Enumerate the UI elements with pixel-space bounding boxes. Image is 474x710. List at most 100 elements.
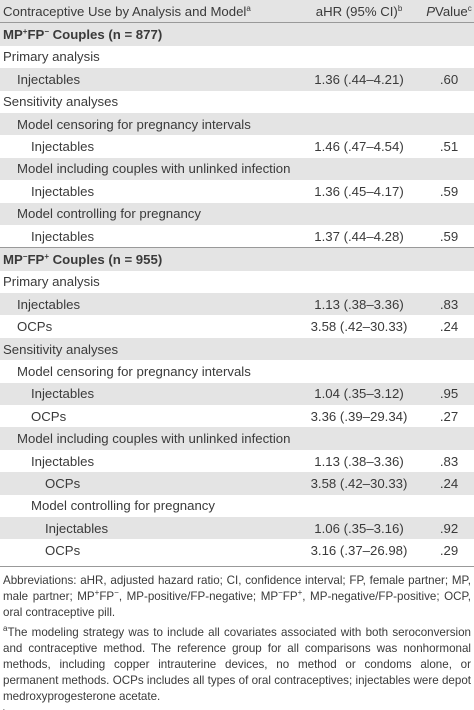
text: FP <box>282 589 298 603</box>
ahr-cell: 1.06 (.35–3.16) <box>294 516 424 540</box>
row-label: Primary analysis <box>0 46 294 68</box>
ahr-cell <box>294 337 424 361</box>
text: .60 <box>439 71 459 87</box>
row-label: Injectables <box>0 135 294 157</box>
ahr-cell <box>294 91 424 113</box>
row: Primary analysis <box>0 46 474 68</box>
ahr-cell <box>294 495 424 517</box>
text: Model controlling for pregnancy <box>17 206 201 222</box>
superscript: − <box>114 587 119 597</box>
text: 1.36 (.45–4.17) <box>314 183 404 199</box>
row: Model censoring for pregnancy intervals <box>0 360 474 382</box>
superscript: − <box>278 587 283 597</box>
text: Injectables <box>31 228 95 244</box>
text: Injectables <box>17 71 81 87</box>
row: OCPs 3.58 (.42–30.33) .24 <box>0 315 474 337</box>
p-value-cell: .95 <box>424 382 474 406</box>
ahr-cell: 3.16 (.37–26.98) <box>294 539 424 561</box>
text: Couples (n = 955) <box>48 251 163 267</box>
row-label: Injectables <box>0 68 294 91</box>
text: Injectables <box>45 520 109 536</box>
row-label: Injectables <box>0 450 294 472</box>
row: Model including couples with unlinked in… <box>0 427 474 450</box>
text: .59 <box>439 183 459 199</box>
p-value-cell: .83 <box>424 293 474 316</box>
text: 1.37 (.44–4.28) <box>314 228 404 244</box>
header-cell: Contraceptive Use by Analysis and Modela <box>0 0 294 24</box>
p-value-cell <box>424 157 474 181</box>
text: 1.36 (.44–4.21) <box>314 71 404 87</box>
superscript: + <box>297 587 303 597</box>
superscript: + <box>94 587 100 597</box>
text: .27 <box>439 408 459 424</box>
p-value-cell: .24 <box>424 315 474 337</box>
superscript: a <box>246 3 251 13</box>
superscript: − <box>77 708 82 710</box>
row: Injectables 1.36 (.44–4.21) .60 <box>0 68 474 91</box>
ahr-cell: 1.46 (.47–4.54) <box>294 135 424 157</box>
footnotes: Abbreviations: aHR, adjusted hazard rati… <box>0 565 474 710</box>
text: OCPs <box>45 475 81 491</box>
p-value-cell <box>424 22 474 46</box>
footnote: aThe modeling strategy was to include al… <box>3 624 471 705</box>
p-value-cell: .27 <box>424 405 474 427</box>
p-value-cell <box>424 271 474 293</box>
row-label: Injectables <box>0 293 294 316</box>
ahr-cell <box>294 271 424 293</box>
ahr-cell: 1.13 (.38–3.36) <box>294 293 424 316</box>
p-value-cell: .59 <box>424 180 474 202</box>
text: .83 <box>439 296 459 312</box>
text: .59 <box>439 228 459 244</box>
text: OCPs <box>17 319 53 335</box>
text: .95 <box>439 386 459 402</box>
text: 1.13 (.38–3.36) <box>314 296 404 312</box>
text: 3.58 (.42–30.33) <box>310 319 408 335</box>
row-label: Model including couples with unlinked in… <box>0 427 294 450</box>
row-label: OCPs <box>0 472 294 495</box>
ahr-cell: 3.58 (.42–30.33) <box>294 472 424 495</box>
row-label: MP−FP+ Couples (n = 955) <box>0 247 294 271</box>
header-cell: aHR (95% CI)b <box>294 0 424 24</box>
row-label: Model controlling for pregnancy <box>0 202 294 225</box>
text: The modeling strategy was to include all… <box>3 625 471 703</box>
row: OCPs 3.36 (.39–29.34) .27 <box>0 405 474 427</box>
p-value-cell: .29 <box>424 539 474 561</box>
ahr-cell: 1.04 (.35–3.12) <box>294 382 424 406</box>
text: 1.06 (.35–3.16) <box>314 520 404 536</box>
ahr-cell: 1.36 (.45–4.17) <box>294 180 424 202</box>
row-label: Model censoring for pregnancy intervals <box>0 112 294 136</box>
row: Model censoring for pregnancy intervals <box>0 112 474 136</box>
text: 3.58 (.42–30.33) <box>310 475 408 491</box>
row: Primary analysis <box>0 271 474 293</box>
ahr-cell: 1.37 (.44–4.28) <box>294 225 424 248</box>
italic-text: P <box>426 3 436 19</box>
text: .83 <box>439 453 459 469</box>
text: 3.16 (.37–26.98) <box>310 543 408 559</box>
row: Injectables 1.04 (.35–3.12) .95 <box>0 382 474 406</box>
ahr-cell: 1.13 (.38–3.36) <box>294 450 424 472</box>
superscript: b <box>3 708 7 710</box>
ahr-cell <box>294 112 424 136</box>
row: Injectables 1.46 (.47–4.54) .51 <box>0 135 474 157</box>
row-label: OCPs <box>0 405 294 427</box>
text: Injectables <box>31 139 95 155</box>
text: Value <box>435 3 468 19</box>
row: Model controlling for pregnancy <box>0 495 474 517</box>
text: Sensitivity analyses <box>3 94 119 110</box>
p-value-cell <box>424 427 474 450</box>
row: Injectables 1.13 (.38–3.36) .83 <box>0 450 474 472</box>
row-label: Model including couples with unlinked in… <box>0 157 294 181</box>
text: 1.04 (.35–3.12) <box>314 386 404 402</box>
text: Injectables <box>31 183 95 199</box>
group-row: MP+FP− Couples (n = 877) <box>0 22 474 46</box>
p-value-cell <box>424 360 474 382</box>
row: Model controlling for pregnancy <box>0 202 474 225</box>
row: Sensitivity analyses <box>0 337 474 361</box>
superscript: + <box>44 251 49 261</box>
row-label: Injectables <box>0 516 294 540</box>
superscript: + <box>22 27 28 37</box>
p-value-cell <box>424 112 474 136</box>
row: Injectables 1.13 (.38–3.36) .83 <box>0 293 474 316</box>
ahr-cell <box>294 157 424 181</box>
text: .24 <box>439 475 459 491</box>
